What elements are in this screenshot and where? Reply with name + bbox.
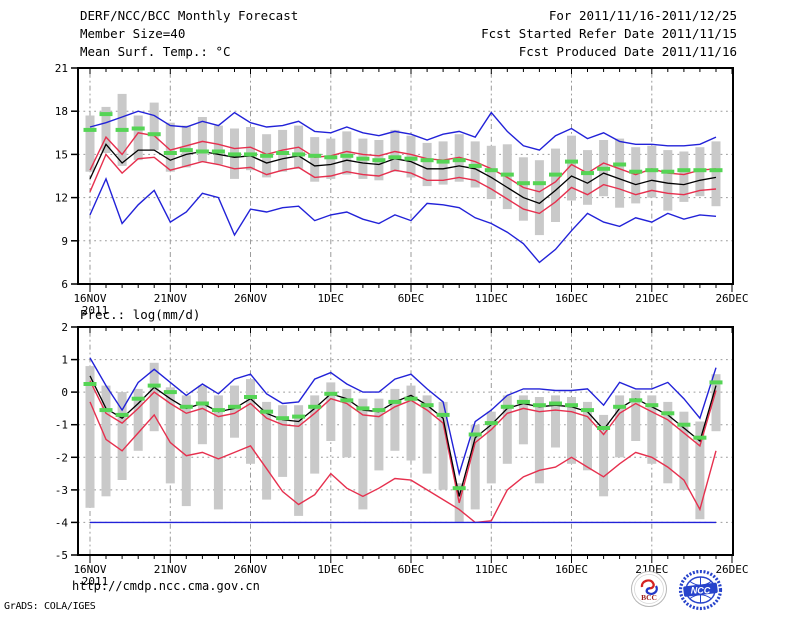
svg-text:6: 6 xyxy=(61,278,68,291)
svg-text:16DEC: 16DEC xyxy=(555,563,588,576)
svg-text:16DEC: 16DEC xyxy=(555,292,588,305)
produced-date-label: Fcst Produced Date 2011/11/16 xyxy=(518,44,737,59)
svg-text:21NOV: 21NOV xyxy=(154,563,187,576)
svg-text:1DEC: 1DEC xyxy=(318,292,345,305)
svg-text:-2: -2 xyxy=(55,451,68,464)
svg-text:15: 15 xyxy=(55,148,68,161)
svg-text:6DEC: 6DEC xyxy=(398,563,425,576)
page-title: DERF/NCC/BCC Monthly Forecast xyxy=(80,8,299,23)
svg-text:26NOV: 26NOV xyxy=(234,292,267,305)
svg-text:6DEC: 6DEC xyxy=(398,292,425,305)
svg-text:2: 2 xyxy=(61,321,68,334)
source-url-text[interactable]: http://cmdp.ncc.cma.gov.cn xyxy=(72,579,260,593)
svg-text:21DEC: 21DEC xyxy=(635,292,668,305)
svg-text:18: 18 xyxy=(55,105,68,118)
ncc-logo-icon: NCC xyxy=(677,569,724,616)
svg-text:-3: -3 xyxy=(55,484,68,497)
grads-credit: GrADS: COLA/IGES xyxy=(4,601,96,612)
svg-text:1DEC: 1DEC xyxy=(318,563,345,576)
svg-text:26NOV: 26NOV xyxy=(234,563,267,576)
svg-text:16NOV: 16NOV xyxy=(73,292,106,305)
refer-date-label: Fcst Started Refer Date 2011/11/15 xyxy=(481,26,737,41)
svg-text:21NOV: 21NOV xyxy=(154,292,187,305)
ncc-logo-label: NCC xyxy=(691,586,711,596)
svg-text:12: 12 xyxy=(55,192,68,205)
svg-text:-4: -4 xyxy=(55,516,69,529)
member-size-label: Member Size=40 xyxy=(80,26,186,41)
svg-text:16NOV: 16NOV xyxy=(73,563,106,576)
svg-text:9: 9 xyxy=(61,235,68,248)
temp-panel-title: Mean Surf. Temp.: °C xyxy=(80,44,231,59)
svg-text:-5: -5 xyxy=(55,549,68,562)
bcc-logo-label: BCC xyxy=(641,593,657,602)
svg-text:0: 0 xyxy=(61,386,68,399)
svg-text:2011: 2011 xyxy=(82,575,109,588)
svg-text:-1: -1 xyxy=(55,419,68,432)
svg-text:11DEC: 11DEC xyxy=(475,563,508,576)
prec-panel-title: Prec.: log(mm/d) xyxy=(80,307,201,322)
bcc-logo-icon: BCC xyxy=(629,570,669,614)
svg-text:11DEC: 11DEC xyxy=(475,292,508,305)
svg-text:21: 21 xyxy=(55,62,68,75)
svg-text:2011: 2011 xyxy=(82,304,109,317)
svg-text:26DEC: 26DEC xyxy=(715,292,748,305)
forecast-range-label: For 2011/11/16-2011/12/25 xyxy=(548,8,737,23)
svg-text:1: 1 xyxy=(61,354,68,367)
svg-text:26DEC: 26DEC xyxy=(715,563,748,576)
